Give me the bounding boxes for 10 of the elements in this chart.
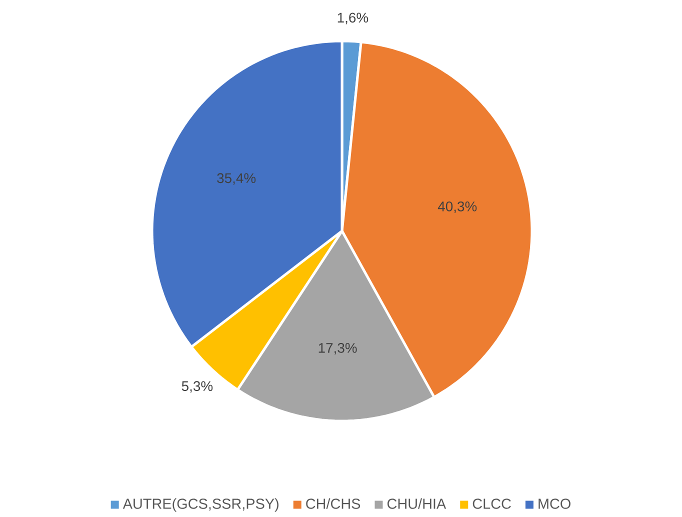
legend-label: CHU/HIA [387,498,446,509]
data-label: 5,3% [182,381,213,393]
data-label: 35,4% [217,173,256,185]
legend-label: CLCC [472,498,511,509]
legend-label: AUTRE(GCS,SSR,PSY) [122,498,278,512]
legend-label: CH/CHS [306,498,360,509]
data-label: 17,3% [318,342,357,354]
data-label: 1,6% [338,12,368,24]
data-label: 40,3% [438,201,477,214]
legend-label: MCO [538,498,570,509]
